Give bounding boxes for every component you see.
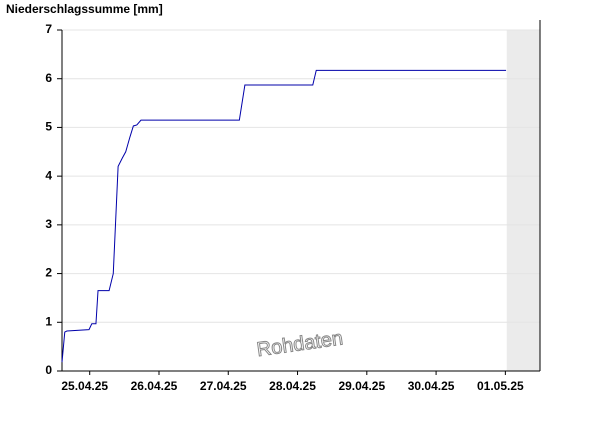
x-tick-label: 25.04.25: [61, 379, 108, 393]
y-tick-label: 7: [45, 22, 52, 36]
x-tick-label: 26.04.25: [131, 379, 178, 393]
x-tick-label: 28.04.25: [269, 379, 316, 393]
x-tick-label: 01.05.25: [477, 379, 524, 393]
shaded-region: [506, 30, 540, 371]
y-tick-label: 0: [45, 363, 52, 377]
y-tick-label: 2: [45, 266, 52, 280]
y-tick-label: 4: [45, 168, 52, 182]
y-tick-label: 5: [45, 120, 52, 134]
x-tick-label: 29.04.25: [338, 379, 385, 393]
line-series: [61, 69, 507, 363]
x-tick-label: 27.04.25: [200, 379, 247, 393]
x-tick-label: 30.04.25: [408, 379, 455, 393]
watermark: Rohdaten: [255, 327, 344, 361]
y-tick-label: 6: [45, 71, 52, 85]
y-tick-label: 3: [45, 217, 52, 231]
y-tick-label: 1: [45, 314, 52, 328]
chart-title: Niederschlagssumme [mm]: [6, 2, 163, 16]
